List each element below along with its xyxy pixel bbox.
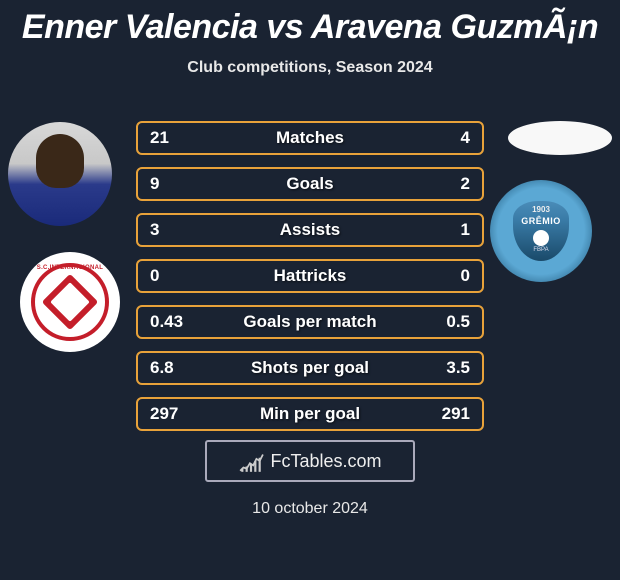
footer-brand[interactable]: FcTables.com	[205, 440, 415, 482]
stat-label: Goals per match	[208, 312, 412, 332]
stat-left-value: 0.43	[138, 312, 208, 332]
stat-right-value: 3.5	[412, 358, 482, 378]
stat-right-value: 0	[412, 266, 482, 286]
player-left-avatar	[8, 122, 112, 226]
stat-label: Goals	[208, 174, 412, 194]
footer-brand-text: FcTables.com	[270, 451, 381, 472]
stat-label: Hattricks	[208, 266, 412, 286]
club-right-badge: 1903 GRÊMIO FBPA	[490, 180, 592, 282]
page-title: Enner Valencia vs Aravena GuzmÃ¡n	[0, 0, 620, 47]
subtitle: Club competitions, Season 2024	[0, 59, 620, 77]
stat-left-value: 21	[138, 128, 208, 148]
stat-row: 6.8Shots per goal3.5	[136, 351, 484, 385]
club-right-year: 1903	[532, 205, 550, 214]
club-right-name: GRÊMIO	[521, 216, 561, 226]
stat-label: Min per goal	[208, 404, 412, 424]
stat-right-value: 4	[412, 128, 482, 148]
stat-left-value: 297	[138, 404, 208, 424]
stat-left-value: 6.8	[138, 358, 208, 378]
stat-right-value: 2	[412, 174, 482, 194]
stat-right-value: 1	[412, 220, 482, 240]
stat-row: 0Hattricks0	[136, 259, 484, 293]
club-right-sub: FBPA	[533, 247, 548, 253]
club-left-badge: S.C.INTERNACIONAL	[20, 252, 120, 352]
stat-row: 21Matches4	[136, 121, 484, 155]
stat-label: Matches	[208, 128, 412, 148]
stat-row: 3Assists1	[136, 213, 484, 247]
stat-left-value: 3	[138, 220, 208, 240]
stat-row: 297Min per goal291	[136, 397, 484, 431]
stat-row: 9Goals2	[136, 167, 484, 201]
stat-left-value: 0	[138, 266, 208, 286]
stat-label: Assists	[208, 220, 412, 240]
stat-left-value: 9	[138, 174, 208, 194]
chart-icon	[238, 448, 264, 474]
stat-row: 0.43Goals per match0.5	[136, 305, 484, 339]
player-right-avatar	[508, 121, 612, 155]
stat-label: Shots per goal	[208, 358, 412, 378]
club-left-name: S.C.INTERNACIONAL	[37, 265, 103, 271]
stat-right-value: 291	[412, 404, 482, 424]
stats-table: 21Matches49Goals23Assists10Hattricks00.4…	[136, 121, 484, 443]
footer-date: 10 october 2024	[0, 500, 620, 518]
stat-right-value: 0.5	[412, 312, 482, 332]
